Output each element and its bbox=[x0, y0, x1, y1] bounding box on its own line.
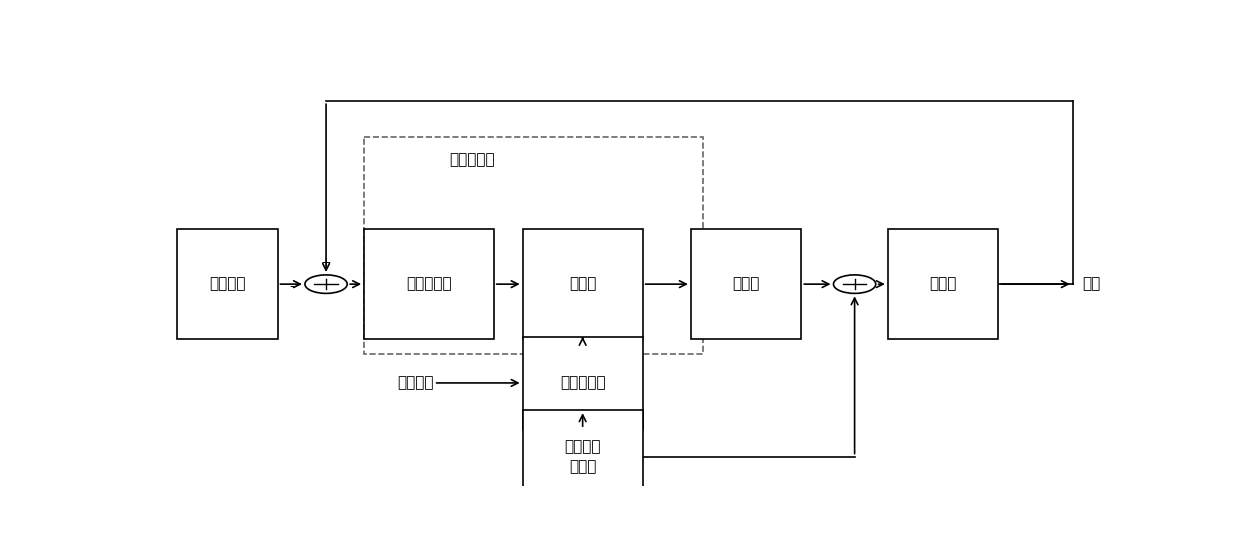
Text: 反演控制器: 反演控制器 bbox=[405, 277, 451, 292]
Circle shape bbox=[833, 275, 875, 293]
Text: -: - bbox=[289, 280, 294, 293]
Bar bbox=[365, 137, 703, 353]
Text: 自适应机制: 自适应机制 bbox=[559, 376, 605, 390]
Text: 滤波器: 滤波器 bbox=[569, 277, 596, 292]
Bar bbox=[691, 229, 801, 339]
Bar bbox=[888, 229, 998, 339]
Text: 陀螺仪: 陀螺仪 bbox=[929, 277, 957, 292]
Text: 自适应律: 自适应律 bbox=[397, 376, 434, 390]
Circle shape bbox=[305, 275, 347, 293]
Bar bbox=[522, 410, 642, 503]
Text: 滑模面: 滑模面 bbox=[733, 277, 760, 292]
Bar bbox=[522, 337, 642, 429]
Text: 模糊逻辑
控制器: 模糊逻辑 控制器 bbox=[564, 439, 601, 474]
Text: 输出: 输出 bbox=[1083, 277, 1101, 292]
Bar bbox=[522, 229, 642, 339]
Bar bbox=[176, 229, 278, 339]
Text: 动态面控制: 动态面控制 bbox=[449, 152, 495, 167]
Text: 参考信号: 参考信号 bbox=[208, 277, 246, 292]
Text: +: + bbox=[321, 256, 331, 269]
Bar bbox=[365, 229, 494, 339]
